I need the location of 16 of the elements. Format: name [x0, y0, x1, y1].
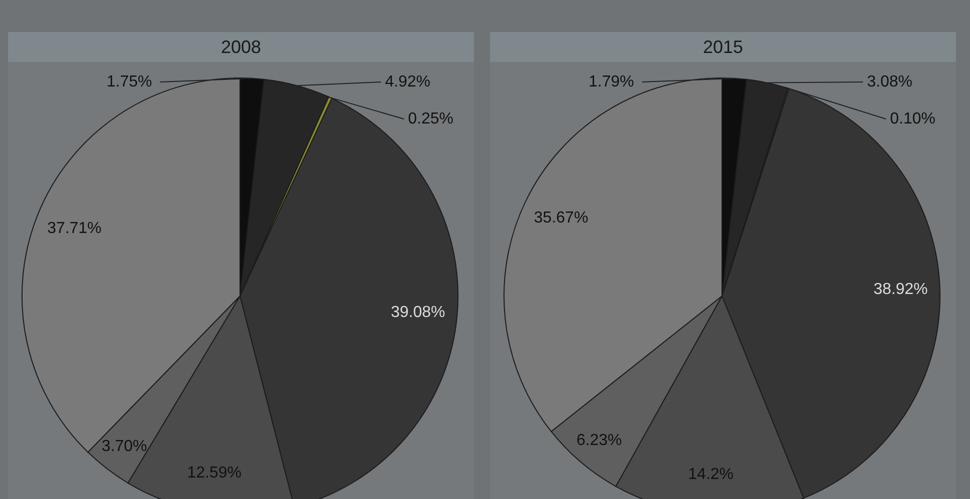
- data-label: 37.71%: [47, 220, 102, 238]
- chart-title: 2008: [8, 32, 474, 62]
- data-label: 3.70%: [102, 438, 148, 455]
- data-label: 38.92%: [874, 281, 928, 298]
- data-label: 6.23%: [576, 432, 622, 450]
- data-label: 12.59%: [187, 464, 242, 482]
- data-label: 1.75%: [106, 74, 152, 90]
- data-label: 0.10%: [890, 110, 936, 128]
- data-label: 4.92%: [385, 74, 430, 90]
- data-label: 1.79%: [588, 74, 634, 90]
- data-label: 3.08%: [867, 74, 912, 90]
- chart-title: 2015: [490, 32, 956, 62]
- data-label: 35.67%: [534, 210, 588, 227]
- data-label: 14.2%: [688, 466, 734, 483]
- data-label: 0.25%: [408, 110, 454, 128]
- data-label: 39.08%: [390, 304, 446, 321]
